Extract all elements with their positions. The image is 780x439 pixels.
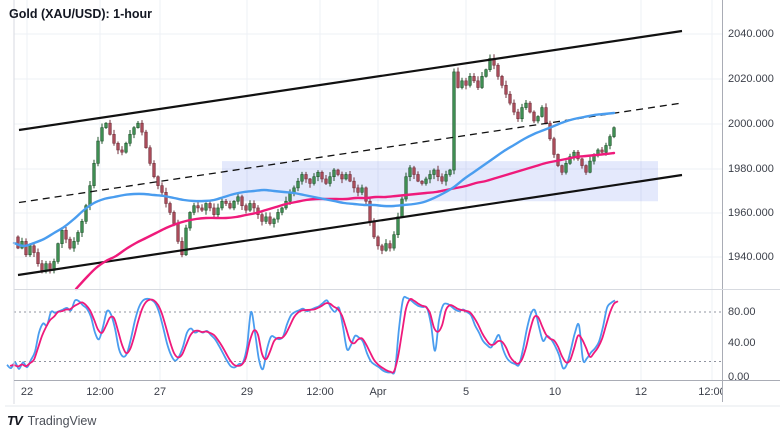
time-scale-label: 5 xyxy=(462,385,470,398)
time-scale-label: 29 xyxy=(240,385,254,398)
channel-upper-trendline[interactable] xyxy=(18,29,683,132)
price-scale-label: 0.00 xyxy=(728,371,750,383)
time-scale-label: 27 xyxy=(153,385,167,398)
channel-lower-trendline[interactable] xyxy=(17,173,683,277)
time-scale[interactable]: 22 12:00 27 29 12:00 Apr 5 10 12 12:00 xyxy=(0,381,722,402)
tradingview-logo-text: TradingView xyxy=(27,413,97,428)
fast-ma-line xyxy=(12,111,616,248)
price-scale-label: 40.00 xyxy=(728,337,756,349)
price-scale-label: 1940.000 xyxy=(728,251,774,263)
time-scale-label: 12 xyxy=(634,385,648,398)
chart-title: Gold (XAU/USD): 1-hour xyxy=(9,7,153,21)
tradingview-logo-icon: TV xyxy=(7,413,23,428)
time-scale-label: 10 xyxy=(548,385,562,398)
price-scale-label: 1960.000 xyxy=(728,207,774,219)
time-scale-label: Apr xyxy=(369,385,387,398)
time-scale-label: 12:00 xyxy=(86,385,114,398)
time-scale-label: 12:00 xyxy=(698,385,722,398)
price-scale-label: 80.00 xyxy=(728,306,756,318)
price-scale[interactable]: 2040.000 2020.000 2000.000 1980.000 1960.000… xyxy=(723,0,780,383)
time-scale-label: 12:00 xyxy=(306,385,334,398)
stoch-k-line xyxy=(6,295,616,375)
tradingview-logo[interactable]: TV TradingView xyxy=(7,413,96,428)
price-scale-label: 2000.000 xyxy=(728,118,774,130)
price-scale-label: 2040.000 xyxy=(728,28,774,40)
stoch-d-line xyxy=(9,298,619,374)
price-scale-label: 1980.000 xyxy=(728,163,774,175)
price-scale-label: 2020.000 xyxy=(728,73,774,85)
time-scale-label: 22 xyxy=(20,385,34,398)
slow-ma-line xyxy=(74,151,616,291)
